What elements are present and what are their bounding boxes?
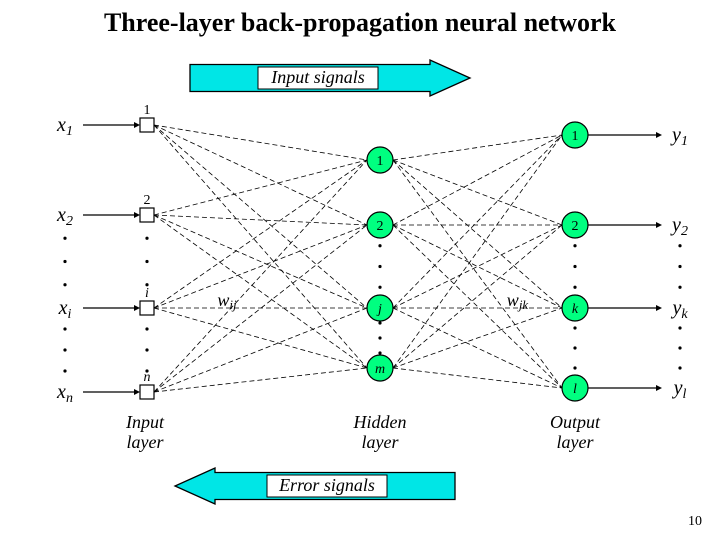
svg-text:1: 1 (572, 129, 579, 144)
svg-text:layer: layer (127, 432, 165, 452)
svg-text:x2: x2 (56, 204, 73, 229)
svg-text:xi: xi (58, 297, 72, 322)
svg-text:layer: layer (557, 432, 595, 452)
svg-text:m: m (375, 362, 385, 377)
svg-text:l: l (573, 382, 577, 397)
svg-text:Output: Output (550, 412, 601, 432)
svg-text:Input: Input (125, 412, 165, 432)
svg-text:yk: yk (670, 297, 688, 322)
svg-text:wij: wij (217, 290, 237, 312)
svg-text:k: k (572, 302, 579, 317)
svg-text:1: 1 (377, 154, 384, 169)
svg-text:layer: layer (362, 432, 400, 452)
svg-text:2: 2 (377, 219, 384, 234)
page-number: 10 (688, 514, 702, 530)
svg-text:Error signals: Error signals (278, 475, 375, 495)
svg-text:2: 2 (572, 219, 579, 234)
svg-text:y2: y2 (670, 214, 688, 239)
svg-text:x1: x1 (56, 114, 73, 139)
network-diagram: Input signalsError signalsx11x22xiixnn12… (0, 0, 720, 540)
svg-text:1: 1 (144, 103, 151, 118)
svg-text:wjk: wjk (507, 290, 529, 312)
svg-text:i: i (145, 286, 149, 301)
svg-text:Hidden: Hidden (353, 412, 407, 432)
svg-text:y1: y1 (670, 124, 688, 149)
svg-text:xn: xn (56, 381, 73, 406)
svg-text:2: 2 (144, 193, 151, 208)
svg-text:Input signals: Input signals (270, 67, 365, 87)
svg-text:yl: yl (672, 377, 687, 402)
